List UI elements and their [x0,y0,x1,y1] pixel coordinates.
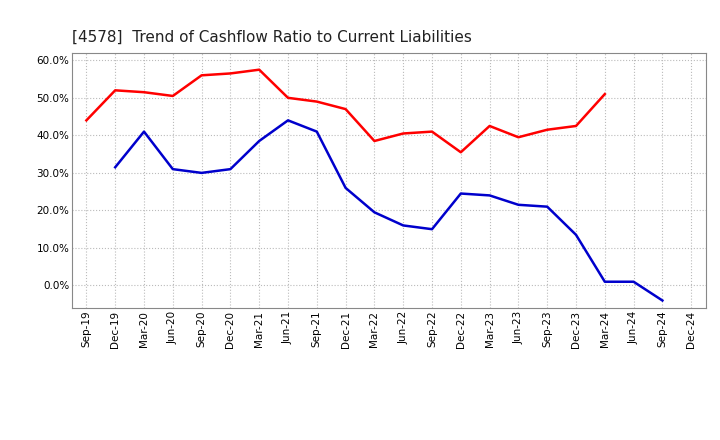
Free CF to Current Liabilities [111,165,120,170]
Free CF to Current Liabilities [600,279,609,284]
Operating CF to Current Liabilities [312,99,321,104]
Free CF to Current Liabilities [341,185,350,191]
Operating CF to Current Liabilities [399,131,408,136]
Operating CF to Current Liabilities [168,93,177,99]
Free CF to Current Liabilities [399,223,408,228]
Free CF to Current Liabilities [284,118,292,123]
Free CF to Current Liabilities [485,193,494,198]
Free CF to Current Liabilities [629,279,638,284]
Free CF to Current Liabilities [312,129,321,134]
Free CF to Current Liabilities [370,209,379,215]
Free CF to Current Liabilities [514,202,523,207]
Operating CF to Current Liabilities [514,135,523,140]
Operating CF to Current Liabilities [140,90,148,95]
Free CF to Current Liabilities [543,204,552,209]
Line: Free CF to Current Liabilities: Free CF to Current Liabilities [115,121,662,301]
Operating CF to Current Liabilities [197,73,206,78]
Text: [4578]  Trend of Cashflow Ratio to Current Liabilities: [4578] Trend of Cashflow Ratio to Curren… [72,29,472,45]
Operating CF to Current Liabilities [572,123,580,128]
Operating CF to Current Liabilities [428,129,436,134]
Free CF to Current Liabilities [456,191,465,196]
Free CF to Current Liabilities [255,138,264,143]
Operating CF to Current Liabilities [485,123,494,128]
Operating CF to Current Liabilities [82,118,91,123]
Operating CF to Current Liabilities [543,127,552,132]
Operating CF to Current Liabilities [370,138,379,143]
Operating CF to Current Liabilities [284,95,292,100]
Free CF to Current Liabilities [168,166,177,172]
Line: Operating CF to Current Liabilities: Operating CF to Current Liabilities [86,70,605,152]
Operating CF to Current Liabilities [456,150,465,155]
Operating CF to Current Liabilities [226,71,235,76]
Free CF to Current Liabilities [226,166,235,172]
Free CF to Current Liabilities [428,227,436,232]
Free CF to Current Liabilities [140,129,148,134]
Free CF to Current Liabilities [197,170,206,176]
Operating CF to Current Liabilities [255,67,264,72]
Free CF to Current Liabilities [658,298,667,303]
Free CF to Current Liabilities [572,232,580,238]
Operating CF to Current Liabilities [600,92,609,97]
Operating CF to Current Liabilities [341,106,350,112]
Operating CF to Current Liabilities [111,88,120,93]
